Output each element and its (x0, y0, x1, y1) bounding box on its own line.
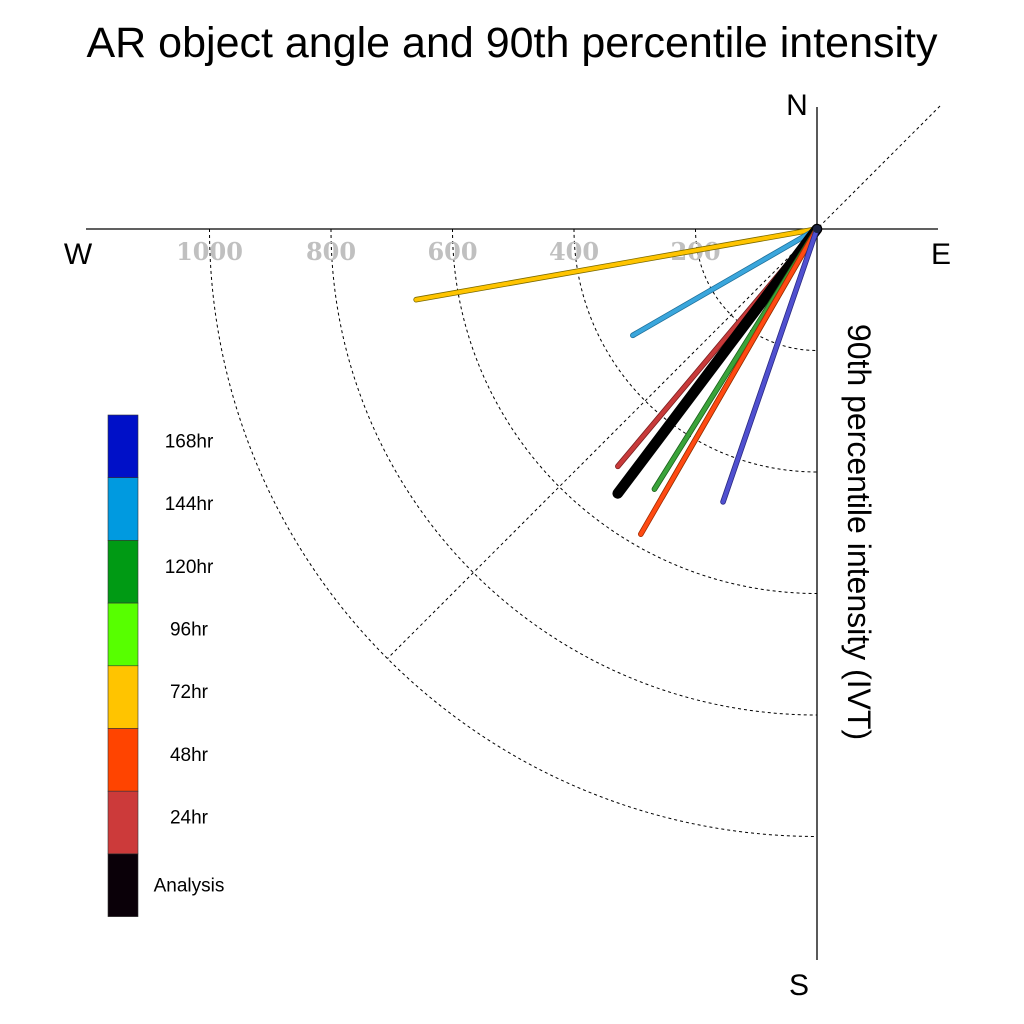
diagonal-guide (816, 105, 941, 230)
grid-arc (452, 228, 818, 594)
grid-diagonal (387, 228, 818, 659)
legend-label: 144hr (165, 494, 214, 515)
legend-label: 48hr (170, 745, 209, 766)
west-label: W (64, 238, 93, 271)
legend-label: Analysis (154, 875, 225, 896)
vector-line (721, 227, 819, 504)
y-axis-label: 90th percentile intensity (IVT) (841, 324, 877, 740)
grid-arc (695, 228, 818, 351)
vector-line (414, 227, 819, 302)
radial-tick-label: 600 (427, 237, 477, 266)
vector-48hr (638, 226, 820, 537)
legend-swatch (107, 414, 139, 479)
legend-swatch (107, 477, 139, 541)
grid-arc (209, 228, 818, 837)
legend-label: 120hr (165, 557, 214, 578)
origin-dot (813, 225, 821, 233)
legend-label: 96hr (170, 619, 209, 640)
radial-tick-label: 1000 (176, 237, 243, 266)
legend-label: 24hr (170, 808, 209, 829)
legend-swatch (107, 728, 139, 792)
legend-label: 72hr (170, 682, 209, 703)
axes (86, 105, 941, 960)
legend-swatch (107, 665, 139, 729)
chart-title: AR object angle and 90th percentile inte… (87, 19, 938, 67)
legend-label: 168hr (165, 431, 214, 452)
radial-tick-label: 400 (549, 237, 599, 266)
north-label: N (786, 89, 808, 122)
radial-tick-label: 800 (306, 237, 356, 266)
polar-grid (209, 228, 818, 837)
vector-line (613, 224, 822, 498)
legend-swatch (107, 602, 139, 667)
radial-tick-labels: 2004006008001000 (176, 237, 720, 266)
vector-analysis (612, 223, 823, 499)
legend-swatch (107, 540, 139, 604)
grid-arc (330, 228, 818, 716)
vector-series (413, 223, 823, 537)
vector-168hr (720, 226, 820, 505)
legend: 168hr 144hr 120hr 96hr 72hr 48hr 24hr Analysis (107, 414, 225, 917)
east-label: E (931, 238, 951, 271)
legend-swatch (107, 853, 139, 917)
legend-swatch (107, 790, 139, 855)
vector-144hr (630, 226, 820, 339)
south-label: S (789, 969, 809, 1002)
vector-line (638, 227, 819, 537)
vector-72hr (413, 226, 820, 303)
grid-arc (573, 228, 818, 473)
vector-line (630, 227, 819, 338)
